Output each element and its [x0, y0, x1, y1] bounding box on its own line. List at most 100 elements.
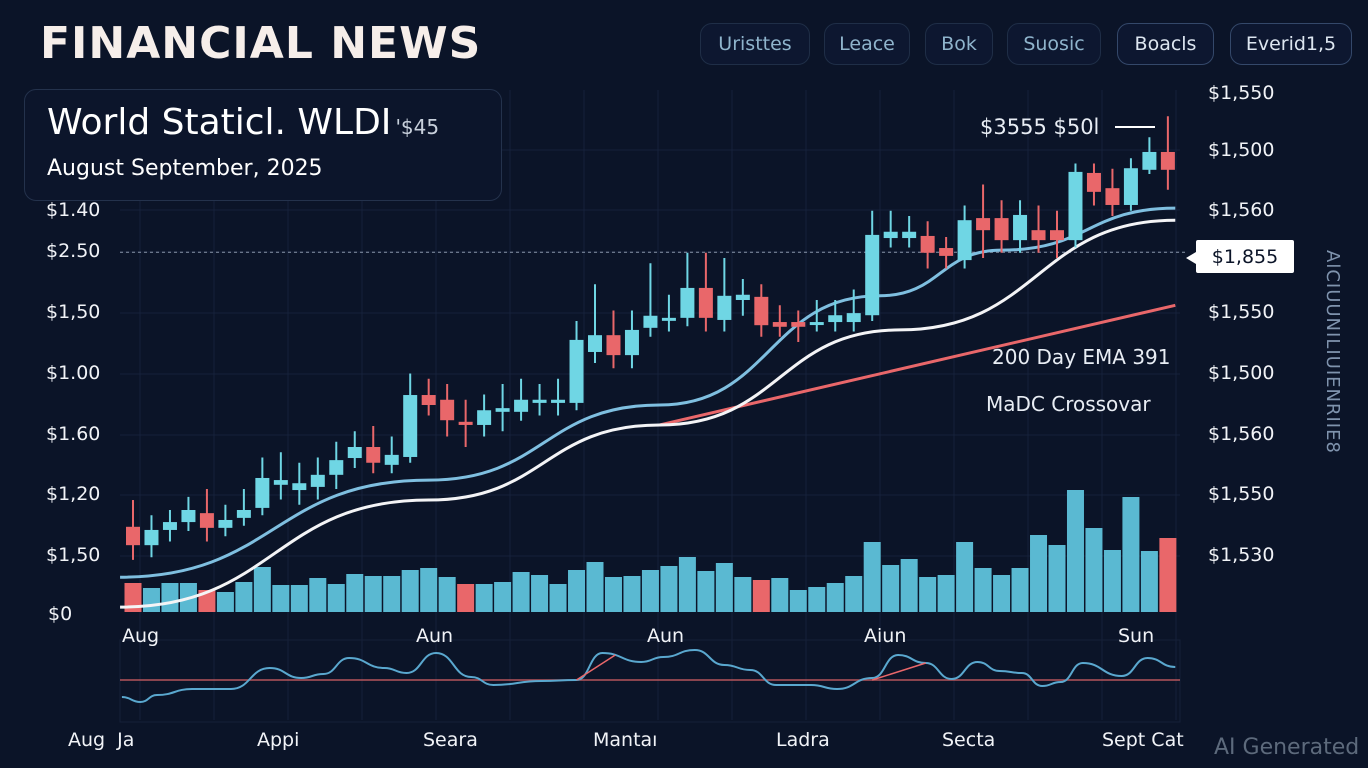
candle-body	[606, 335, 621, 356]
candle-body	[588, 335, 602, 352]
candle-body	[273, 480, 288, 485]
volume-bar	[1140, 551, 1158, 612]
left-axis-label: $1.40	[46, 199, 101, 221]
tab-button-5[interactable]: Boacls	[1117, 23, 1214, 65]
candle-body	[772, 322, 787, 327]
candle-body	[1142, 151, 1157, 170]
volume-bar	[789, 590, 807, 612]
last-price-badge: $1,855	[1196, 240, 1294, 273]
volume-bar	[1048, 545, 1066, 612]
volume-bar	[401, 570, 419, 612]
candle-body	[440, 399, 455, 421]
volume-bar	[660, 566, 678, 612]
candle-body	[920, 235, 935, 253]
macd-label: MaDC Crossovar	[986, 392, 1151, 416]
candle-body	[754, 296, 769, 326]
volume-bar	[937, 575, 955, 612]
candle-body	[976, 218, 991, 231]
candle-body	[403, 395, 418, 457]
left-axis-label: $1.60	[46, 423, 101, 445]
volume-bar	[919, 577, 937, 612]
badge-pointer	[1186, 252, 1196, 264]
volume-bar	[346, 574, 364, 612]
volume-bar	[216, 592, 234, 612]
volume-bar	[1085, 528, 1103, 612]
x-axis-label-bottom: Ladra	[776, 729, 830, 751]
candle-body	[735, 294, 750, 300]
candle-body	[310, 474, 325, 487]
volume-bar	[1122, 497, 1140, 612]
x-axis-label: Sun	[1118, 625, 1155, 647]
candle-body	[624, 329, 639, 356]
volume-bar	[272, 585, 290, 612]
vertical-axis-title: AlCIUUNILIUIENRIIE8	[1322, 250, 1343, 454]
candle-body	[809, 322, 824, 326]
ema-label: 200 Day EMA 391	[992, 345, 1171, 369]
x-axis-label-bottom: Mantaı	[593, 729, 658, 751]
volume-bar	[1159, 538, 1177, 612]
price-annotation: $3555 $50l	[980, 115, 1100, 139]
right-axis-label: $1,550	[1208, 301, 1275, 323]
volume-bar	[327, 584, 345, 612]
candle-body	[292, 483, 307, 491]
candle-body	[1105, 188, 1120, 205]
candle-body	[661, 317, 676, 321]
left-axis-label: $1.00	[46, 362, 101, 384]
candle-body	[458, 421, 473, 425]
candle-body	[902, 231, 917, 239]
tab-button-3[interactable]: Bok	[925, 23, 993, 65]
x-axis-label-bottom: Secta	[942, 729, 996, 751]
tab-button-2[interactable]: Leace	[824, 23, 910, 65]
symbol-info-card: World Staticl. WLDI '$45 August September…	[24, 89, 502, 201]
volume-bar	[568, 570, 586, 612]
right-axis-label: $1,530	[1208, 544, 1275, 566]
oscillator-signal-line	[871, 662, 927, 681]
x-axis-label-bottom: Sept Cat	[1102, 729, 1184, 751]
candle-body	[1031, 230, 1046, 241]
candle-body	[717, 295, 732, 320]
candle-body	[643, 315, 658, 328]
volume-bar	[900, 559, 918, 612]
volume-bar	[956, 542, 974, 612]
candle-body	[162, 522, 177, 530]
symbol-name: World Staticl. WLDI	[47, 102, 392, 143]
volume-bar	[383, 576, 401, 612]
tab-button-6[interactable]: Everid1,5	[1230, 23, 1352, 65]
volume-bar	[1103, 550, 1121, 612]
volume-bar	[549, 584, 567, 612]
right-axis-label: $1,550	[1208, 82, 1275, 104]
volume-bar	[475, 584, 493, 612]
volume-bar	[863, 542, 881, 612]
volume-bar	[531, 575, 549, 612]
volume-bar	[420, 568, 438, 612]
candle-body	[236, 510, 251, 518]
x-axis-label: Aun	[416, 625, 454, 647]
tab-button-1[interactable]: Uristtes	[700, 23, 810, 65]
volume-bar	[734, 577, 752, 612]
volume-bar	[198, 590, 216, 612]
candle-body	[532, 399, 547, 403]
candle-body	[957, 220, 972, 261]
candle-body	[347, 447, 362, 459]
oscillator-panel	[119, 639, 1181, 723]
volume-bar	[623, 576, 641, 612]
candle-body	[883, 231, 898, 239]
candle-body	[1068, 171, 1083, 241]
x-axis-label: Aun	[647, 625, 685, 647]
volume-bar	[641, 570, 659, 612]
volume-bar	[826, 583, 844, 612]
candle-body	[551, 399, 566, 403]
tab-button-4[interactable]: Suosic	[1007, 23, 1101, 65]
volume-bar	[678, 557, 696, 612]
ema-200-line	[659, 303, 1176, 427]
candle-body	[126, 526, 140, 546]
volume-bar	[715, 563, 733, 612]
left-axis-label: $0	[48, 603, 73, 625]
left-axis-label: $2.50	[46, 240, 101, 262]
candle-body	[181, 510, 196, 523]
x-axis-label-bottom: Appi	[257, 729, 300, 751]
watermark: AI Generated	[1214, 735, 1360, 760]
oscillator-signal-line	[576, 654, 616, 681]
candle-body	[218, 519, 233, 528]
